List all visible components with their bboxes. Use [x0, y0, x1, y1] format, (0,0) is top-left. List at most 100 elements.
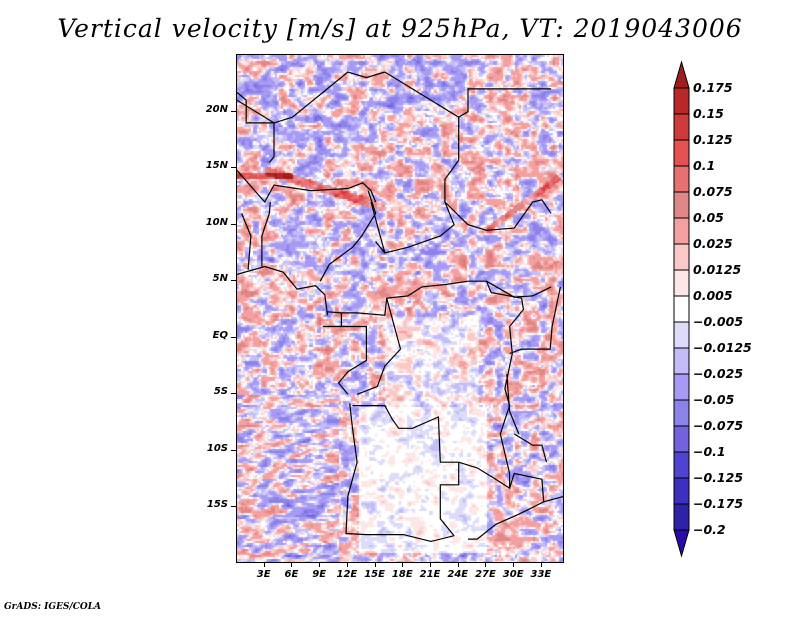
colorbar: 0.175 0.15 0.125 0.1 0.075 0.05 0.025 0.0125 0.0…: [660, 55, 800, 565]
border-line: [458, 291, 525, 490]
border-line: [237, 71, 385, 124]
colorbar-box: [673, 347, 690, 375]
lon-tick-label: 30E: [502, 569, 524, 580]
border-line: [261, 201, 271, 267]
colorbar-label: −0.05: [693, 392, 735, 407]
lon-tick: [374, 563, 376, 567]
border-line: [237, 91, 274, 124]
lon-tick: [513, 563, 515, 567]
colorbar-label: 0.125: [693, 132, 733, 147]
lon-tick: [402, 563, 404, 567]
border-line: [241, 213, 252, 270]
border-line: [513, 433, 548, 463]
lat-tick: [231, 167, 236, 169]
colorbar-label: 0.075: [693, 184, 733, 199]
lat-tick-label: 5S: [213, 386, 228, 398]
border-line: [486, 280, 552, 298]
colorbar-box: [673, 451, 690, 479]
country-borders: [237, 71, 563, 543]
lon-tick: [430, 563, 432, 567]
lon-tick-label: 18E: [391, 569, 413, 580]
border-line: [444, 199, 552, 231]
lat-tick-label: 10N: [205, 216, 228, 228]
colorbar-label: 0.05: [693, 210, 724, 225]
border-line: [352, 405, 460, 537]
colorbar-box: [673, 139, 690, 167]
lon-tick-label: 24E: [447, 569, 469, 580]
lon-tick: [319, 563, 321, 567]
border-line: [345, 403, 455, 543]
lon-tick-label: 3E: [256, 569, 271, 580]
grads-credit: GrADS: IGES/COLA: [4, 602, 102, 612]
colorbar-box: [673, 243, 690, 271]
border-line: [506, 373, 520, 435]
border-line: [237, 265, 329, 316]
colorbar-box: [673, 425, 690, 453]
lon-tick-label: 21E: [419, 569, 441, 580]
colorbar-bottom-arrow: [673, 529, 690, 558]
lat-tick-label: 15S: [206, 499, 228, 511]
lon-tick: [263, 563, 265, 567]
colorbar-label: −0.025: [693, 366, 744, 381]
lon-tick-label: 12E: [336, 569, 358, 580]
lon-tick-label: 33E: [530, 569, 552, 580]
colorbar-box: [673, 503, 690, 531]
colorbar-label: 0.175: [693, 80, 733, 95]
lat-tick: [231, 336, 236, 338]
colorbar-box: [673, 295, 690, 323]
lat-tick-label: 15N: [205, 160, 228, 172]
border-line: [509, 286, 561, 355]
colorbar-label: −0.075: [693, 418, 744, 433]
colorbar-label: 0.1: [693, 158, 716, 173]
border-line: [337, 312, 367, 395]
lat-tick: [231, 280, 236, 282]
colorbar-boxes: [673, 60, 690, 558]
lon-tick: [457, 563, 459, 567]
lon-tick-label: 9E: [312, 569, 327, 580]
lat-tick: [231, 223, 236, 225]
border-line: [370, 201, 386, 254]
lon-tick: [540, 563, 542, 567]
colorbar-box: [673, 191, 690, 219]
lon-tick-label: 15E: [364, 569, 385, 580]
border-line: [319, 190, 377, 282]
lat-tick-label: 10S: [206, 442, 228, 454]
lat-tick: [231, 506, 236, 508]
lat-tick-label: 5N: [212, 273, 228, 285]
border-line: [458, 88, 552, 118]
colorbar-label: −0.175: [693, 496, 744, 511]
lon-tick: [291, 563, 293, 567]
lat-tick-label: EQ: [212, 329, 228, 341]
plot-title: Vertical velocity [m/s] at 925hPa, VT: 2…: [57, 14, 743, 43]
vertical-velocity-field: [237, 55, 563, 562]
lon-tick: [485, 563, 487, 567]
colorbar-box: [673, 269, 690, 297]
border-line: [468, 472, 545, 540]
colorbar-label: −0.1: [693, 444, 726, 459]
lon-tick-label: 27E: [475, 569, 496, 580]
border-line: [356, 298, 402, 395]
colorbar-box: [673, 399, 690, 427]
colorbar-box: [673, 113, 690, 141]
border-line: [268, 122, 275, 163]
border-line: [237, 170, 377, 204]
colorbar-label: 0.0125: [693, 262, 742, 277]
colorbar-label: −0.125: [693, 470, 744, 485]
lon-tick-label: 6E: [284, 569, 299, 580]
colorbar-box: [673, 373, 690, 401]
border-line: [375, 71, 460, 254]
colorbar-label: −0.0125: [693, 340, 752, 355]
colorbar-label: 0.005: [693, 288, 733, 303]
colorbar-label: 0.15: [693, 106, 724, 121]
lat-tick-label: 20N: [205, 103, 228, 115]
border-line: [543, 496, 563, 503]
colorbar-top-arrow: [673, 60, 690, 89]
lat-tick: [231, 449, 236, 451]
lat-tick: [231, 110, 236, 112]
lat-tick: [231, 393, 236, 395]
colorbar-label: −0.2: [693, 522, 726, 537]
colorbar-box: [673, 321, 690, 349]
colorbar-label: −0.005: [693, 314, 744, 329]
colorbar-box: [673, 87, 690, 115]
colorbar-label: 0.025: [693, 236, 733, 251]
